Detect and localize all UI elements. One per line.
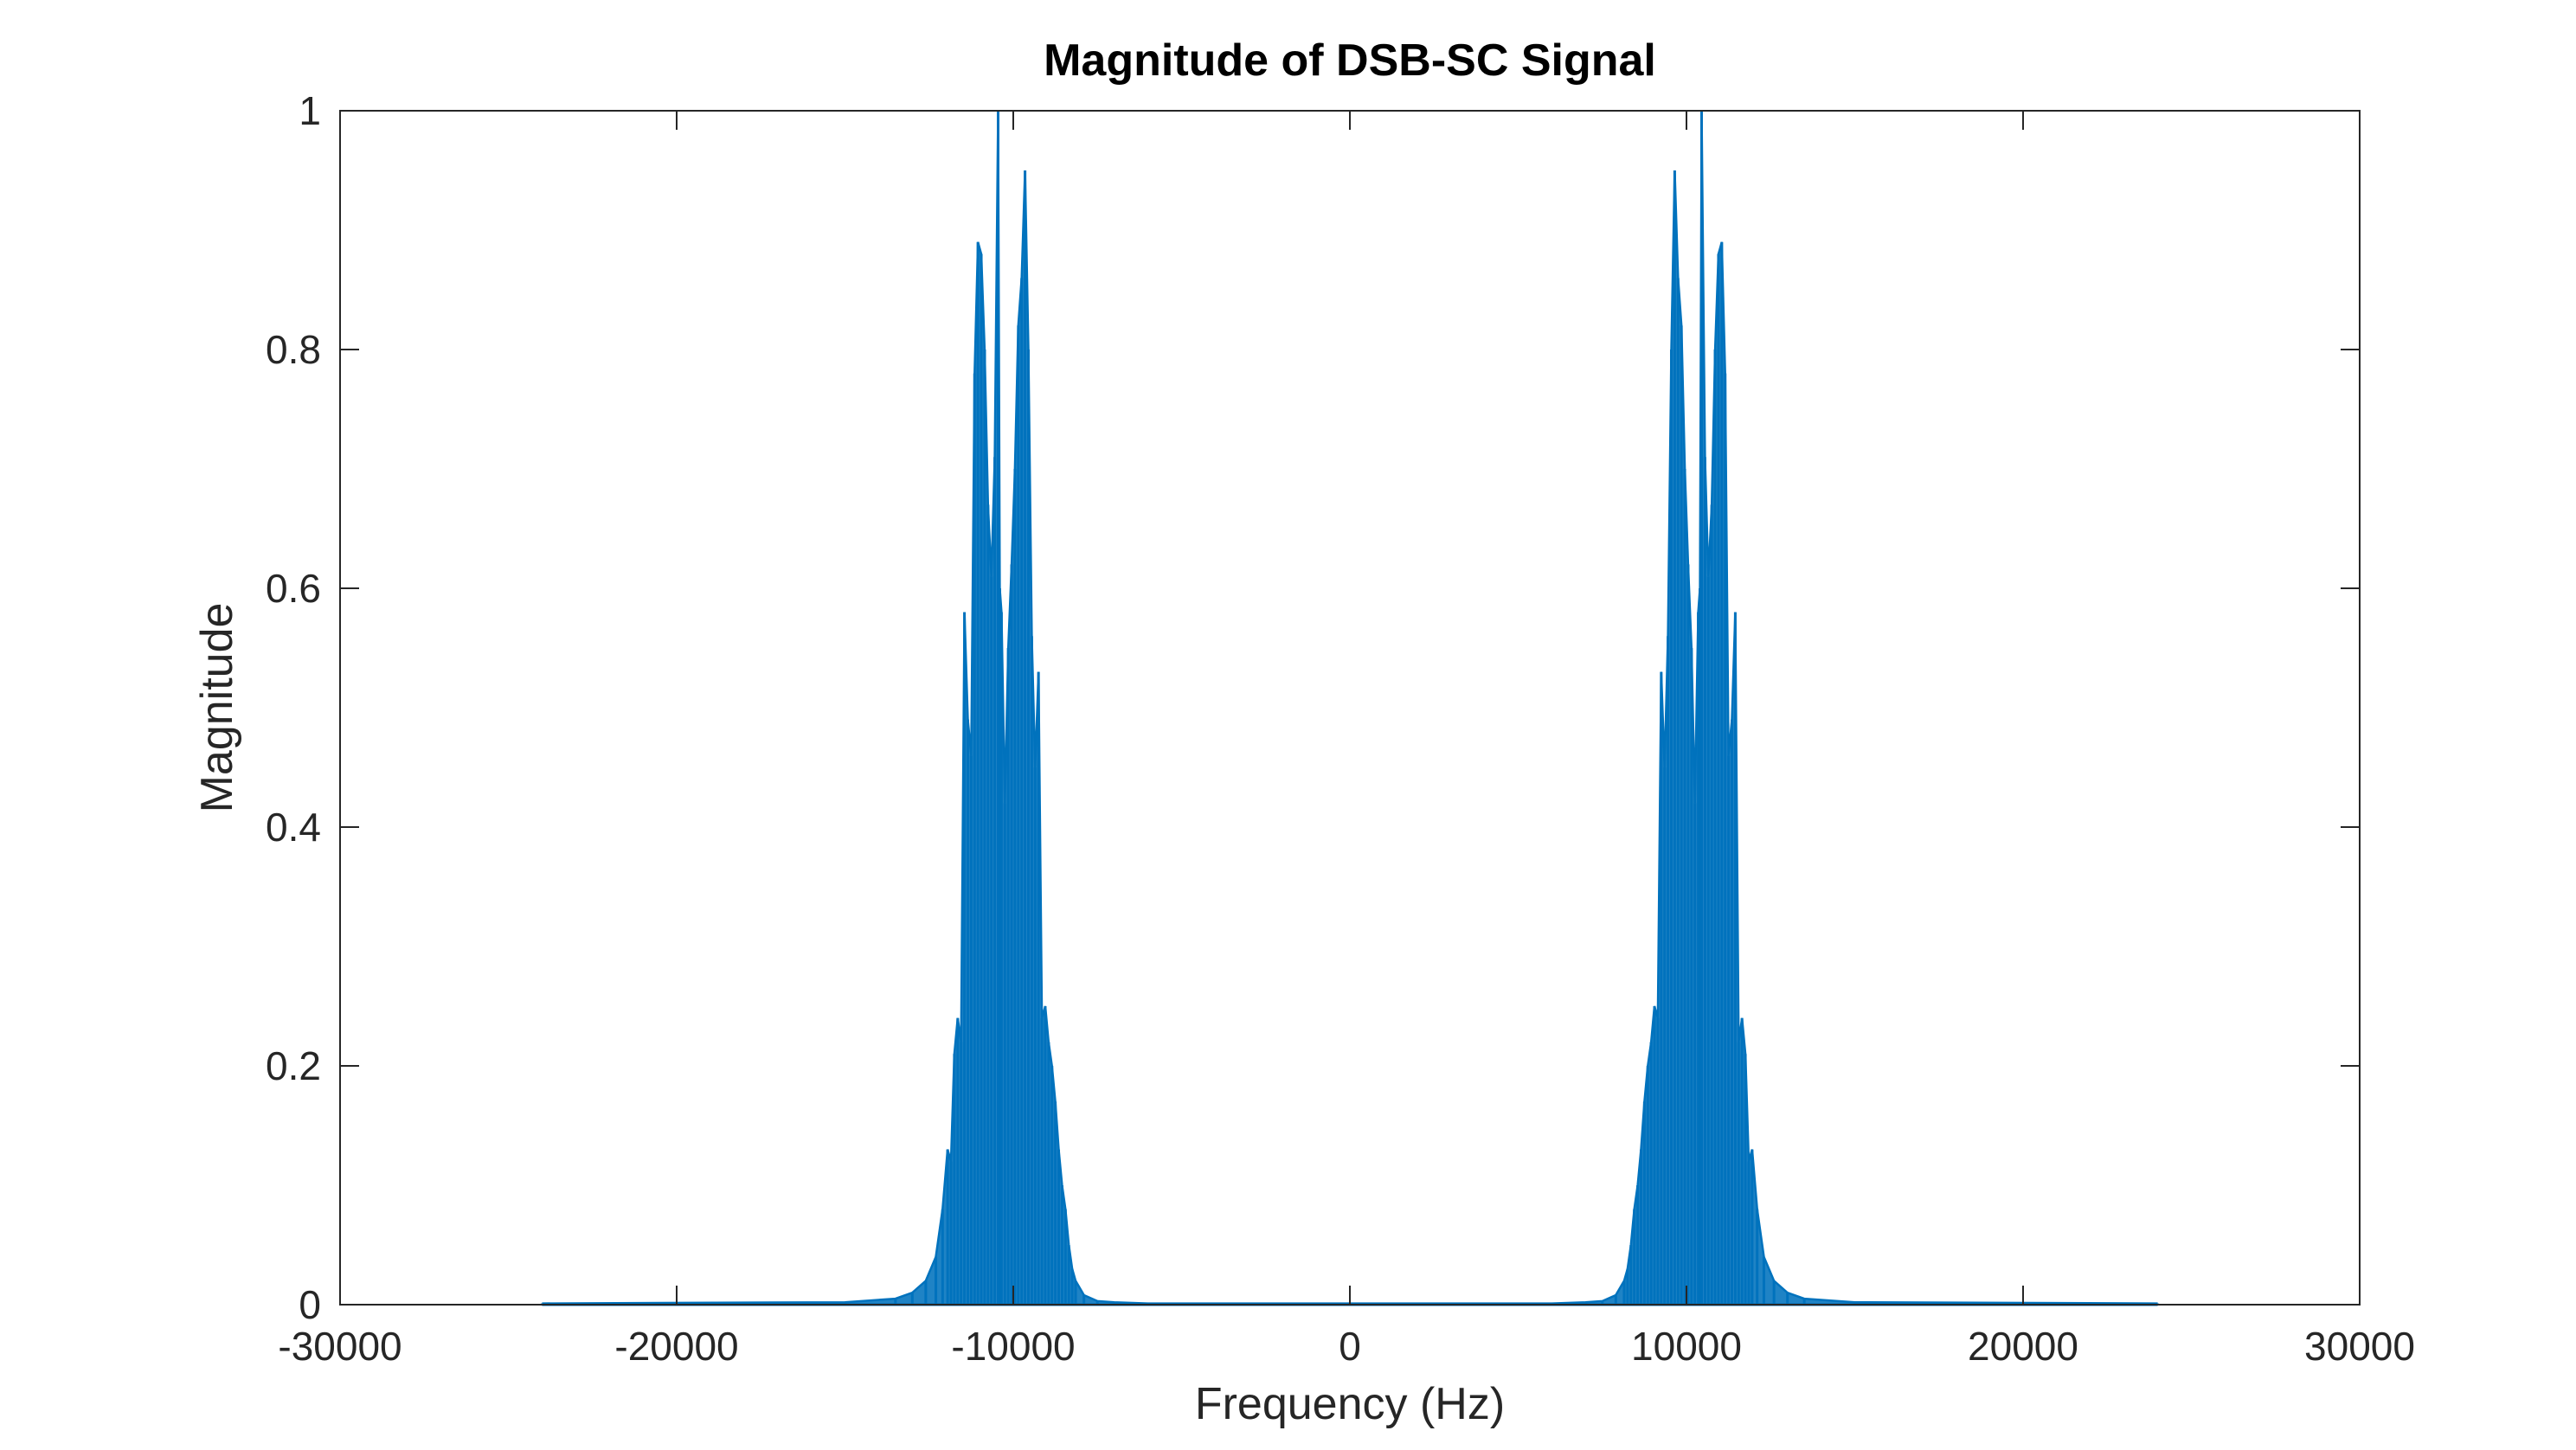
x-tick-label: -10000 [951,1324,1075,1369]
x-tick-label: -30000 [278,1324,401,1369]
x-tick-label: -20000 [614,1324,738,1369]
x-tick-label: 20000 [1968,1324,2078,1369]
y-tick-label: 0.6 [266,566,321,611]
y-tick-label: 0.8 [266,327,321,372]
y-tick-label: 1 [299,88,321,133]
plot-area [540,110,2160,1306]
axes: -30000 -20000 -10000 0 10000 20000 30000 0 0.2 0.… [266,88,2415,1369]
chart-title: Magnitude of DSB-SC Signal [1044,35,1656,86]
y-tick-label: 0 [299,1282,321,1327]
x-tick-label: 10000 [1631,1324,1742,1369]
x-tick-label: 30000 [2304,1324,2415,1369]
y-tick-label: 0.2 [266,1043,321,1088]
y-tick-label: 0.4 [266,805,321,850]
x-axis-label: Frequency (Hz) [1195,1379,1505,1429]
y-axis-label: Magnitude [192,603,242,813]
x-tick-label: 0 [1339,1324,1361,1369]
